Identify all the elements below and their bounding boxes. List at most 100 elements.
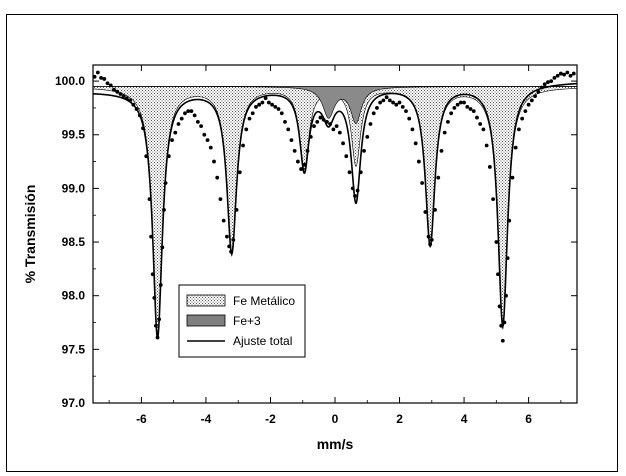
data-point xyxy=(302,162,307,167)
data-point xyxy=(484,143,489,148)
data-point xyxy=(102,77,107,81)
data-point xyxy=(371,111,376,116)
data-point xyxy=(155,335,160,340)
data-point xyxy=(413,141,418,146)
data-point xyxy=(475,115,479,120)
data-point xyxy=(394,102,399,107)
data-point xyxy=(428,242,433,247)
data-point xyxy=(539,85,544,90)
data-point xyxy=(257,102,262,107)
data-point xyxy=(208,145,213,150)
data-point xyxy=(365,134,370,139)
data-point xyxy=(404,109,408,114)
data-point xyxy=(494,240,499,244)
data-point xyxy=(183,111,187,116)
data-point xyxy=(118,92,123,96)
data-point xyxy=(260,100,265,105)
data-point xyxy=(526,102,531,107)
x-tick-label: -6 xyxy=(136,412,147,426)
data-point xyxy=(426,234,431,239)
data-point xyxy=(173,130,178,135)
data-point xyxy=(325,119,329,124)
data-point xyxy=(237,170,242,175)
data-point xyxy=(487,165,492,169)
data-point xyxy=(375,106,379,110)
data-point xyxy=(558,71,563,76)
data-point xyxy=(95,70,100,75)
x-tick-label: -2 xyxy=(265,412,276,426)
data-point xyxy=(263,96,268,101)
data-point xyxy=(458,100,463,105)
data-point xyxy=(555,73,560,78)
data-point xyxy=(166,154,171,159)
data-point xyxy=(162,207,166,212)
data-point xyxy=(452,106,457,110)
data-point xyxy=(497,304,502,309)
data-point xyxy=(502,320,507,325)
data-point xyxy=(381,98,386,103)
data-point xyxy=(176,122,181,126)
data-point xyxy=(234,207,239,212)
figure-frame: -6 -4 -2 0 2 4 6 97.0 97.5 98.0 98.5 99.0 99.5 100.0 … xyxy=(6,14,618,472)
data-point xyxy=(158,283,163,287)
data-point xyxy=(276,107,281,111)
data-point xyxy=(205,138,210,143)
data-point xyxy=(192,113,197,118)
data-point xyxy=(568,73,573,78)
data-point xyxy=(355,188,360,193)
x-axis-label: mm/s xyxy=(317,436,354,452)
data-point xyxy=(546,80,550,85)
data-point xyxy=(247,116,252,121)
data-point xyxy=(144,154,149,159)
y-tick-label: 98.0 xyxy=(62,289,86,303)
data-point xyxy=(218,197,223,202)
data-point xyxy=(273,104,278,109)
data-point xyxy=(416,159,421,164)
data-point xyxy=(157,317,162,322)
y-tick-label: 97.0 xyxy=(62,396,86,410)
data-point xyxy=(292,148,297,153)
data-point xyxy=(358,170,363,175)
data-point xyxy=(433,207,437,212)
data-point xyxy=(491,197,496,202)
data-point xyxy=(520,116,525,121)
data-point xyxy=(455,102,460,107)
legend-swatch-fe3 xyxy=(186,314,226,327)
data-point xyxy=(387,98,392,103)
data-point xyxy=(378,100,383,105)
data-point xyxy=(286,127,291,132)
data-point xyxy=(353,194,357,198)
data-point xyxy=(334,124,339,129)
x-tick-label: 6 xyxy=(525,412,532,426)
data-point xyxy=(499,323,504,328)
data-point xyxy=(150,272,155,277)
data-point xyxy=(318,115,323,120)
data-point xyxy=(400,104,405,109)
y-tick-label: 97.5 xyxy=(62,342,86,356)
data-point xyxy=(299,167,304,171)
data-point xyxy=(513,145,518,150)
data-point xyxy=(496,272,500,277)
y-tick-label: 99.5 xyxy=(62,128,86,142)
data-point xyxy=(189,109,194,114)
data-point xyxy=(270,102,274,107)
x-tick-label: -4 xyxy=(201,412,212,426)
data-point xyxy=(562,72,566,77)
data-point xyxy=(229,249,234,254)
data-point xyxy=(215,175,220,180)
data-point xyxy=(478,122,483,126)
data-point xyxy=(331,127,336,132)
data-point xyxy=(254,104,258,109)
data-point xyxy=(141,126,145,131)
legend-swatch-fe-metalico xyxy=(186,294,226,307)
data-point xyxy=(505,256,510,261)
data-point xyxy=(362,148,366,153)
data-point xyxy=(241,143,245,148)
data-point xyxy=(542,82,547,87)
data-point xyxy=(465,104,470,109)
data-point xyxy=(471,109,476,114)
data-point xyxy=(533,94,537,99)
data-point xyxy=(423,210,428,214)
data-point xyxy=(436,175,441,180)
data-point xyxy=(397,100,402,105)
